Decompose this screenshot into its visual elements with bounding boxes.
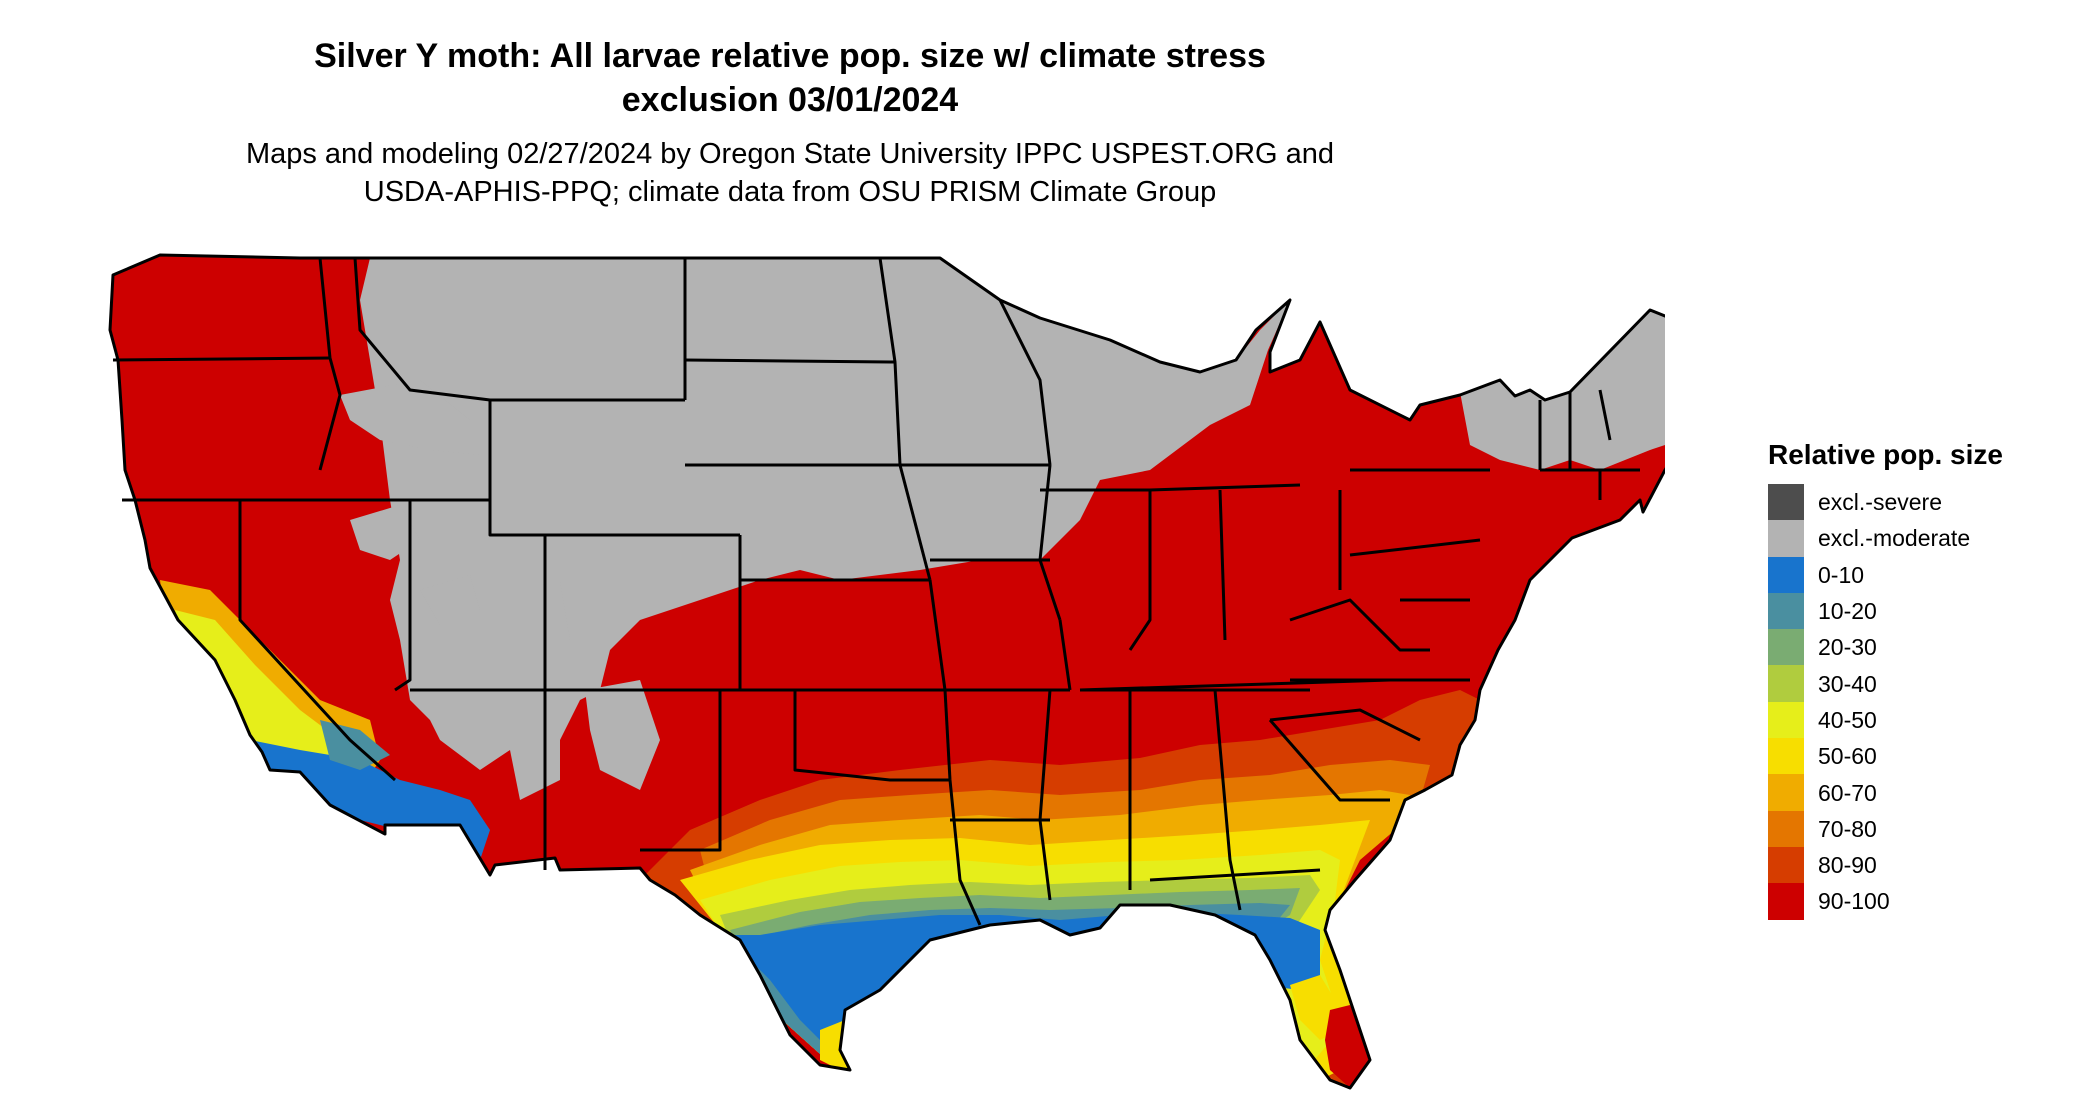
border-tn-ms-al-ga [1079, 678, 1391, 692]
legend-swatch [1768, 883, 1804, 920]
border-in-oh [1218, 489, 1227, 641]
legend-label: excl.-moderate [1818, 525, 1971, 552]
border-nm-tx [640, 690, 722, 852]
legend-items: excl.-severe excl.-moderate 0-10 10-20 20-30… [1768, 484, 2068, 920]
legend-item: 30-40 [1768, 665, 2068, 702]
border-pa-nj-md [1349, 538, 1481, 557]
us-map [95, 238, 1665, 1108]
map-legend: Relative pop. size excl.-severe excl.-mod… [1768, 438, 2068, 920]
border-nh-me [1598, 389, 1612, 441]
legend-swatch [1768, 701, 1804, 739]
legend-label: 30-40 [1818, 670, 1877, 697]
map-title-line-1: Silver Y moth: All larvae relative pop. … [314, 37, 1266, 75]
legend-item: 90-100 [1768, 883, 2068, 920]
border-il-mo [1058, 619, 1072, 691]
border-tx-la [948, 779, 982, 926]
legend-swatch [1768, 520, 1804, 557]
zone-excl-moderate-northeast [1460, 310, 1665, 470]
legend-label: 80-90 [1818, 852, 1877, 879]
legend-swatch [1768, 738, 1804, 775]
zone-excl-moderate-utah [480, 580, 570, 700]
zone-0-10-gulf [650, 912, 1320, 1060]
legend-item: 10-20 [1768, 592, 2068, 630]
border-mn-wi [998, 299, 1052, 466]
state-boundaries [108, 253, 1665, 1090]
legend-label: 50-60 [1818, 743, 1877, 770]
legend-swatch [1768, 484, 1804, 521]
legend-swatch [1768, 665, 1804, 702]
border-ne-ia [898, 464, 932, 581]
legend-swatch [1768, 810, 1804, 847]
legend-item: excl.-severe [1768, 484, 2068, 521]
map-subtitle-line-1: Maps and modeling 02/27/2024 by Oregon S… [245, 138, 1335, 170]
border-nd-mn [878, 257, 902, 466]
border-al-ga [1213, 689, 1242, 911]
legend-swatch [1768, 629, 1804, 666]
legend-item: 20-30 [1768, 629, 2068, 666]
legend-item: 0-10 [1768, 556, 2068, 593]
legend-label: 70-80 [1818, 815, 1877, 842]
legend-label: 60-70 [1818, 779, 1877, 806]
border-ca-nv [238, 500, 396, 782]
zone-40-50-california [175, 610, 350, 780]
map-subtitle-line-2: USDA-APHIS-PPQ; climate data from OSU PR… [363, 176, 1217, 208]
zone-excl-moderate-nevada [350, 505, 480, 625]
border-ok-ar [943, 689, 952, 781]
border-nc-sc [1269, 708, 1421, 742]
border-ks-mo [928, 579, 947, 691]
border-ia-il [1038, 464, 1062, 621]
legend-item: excl.-moderate [1768, 520, 2068, 557]
border-il-in [1128, 490, 1152, 651]
legend-item: 70-80 [1768, 810, 2068, 847]
legend-swatch [1768, 556, 1804, 593]
border-mi-in-oh [1149, 483, 1301, 492]
border-or-id [318, 357, 342, 471]
legend-label: excl.-severe [1818, 489, 1942, 516]
legend-item: 40-50 [1768, 701, 2068, 739]
legend-swatch [1768, 592, 1804, 630]
legend-label: 10-20 [1818, 598, 1877, 625]
legend-item: 80-90 [1768, 846, 2068, 884]
border-wa-or [112, 356, 331, 362]
zone-excl-moderate-oregon [340, 380, 480, 455]
map-color-layers [110, 255, 1665, 1088]
legend-label: 90-100 [1818, 888, 1890, 915]
border-ga-fl [1149, 868, 1321, 882]
legend-label: 20-30 [1818, 634, 1877, 661]
legend-item: 50-60 [1768, 738, 2068, 775]
legend-label: 0-10 [1818, 561, 1865, 588]
border-ga-sc [1268, 719, 1390, 802]
map-title-line-2: exclusion 03/01/2024 [621, 81, 959, 119]
border-ar-ms [1038, 689, 1052, 901]
border-wv-va [1289, 598, 1430, 652]
legend-title: Relative pop. size [1768, 439, 2003, 470]
legend-item: 60-70 [1768, 774, 2068, 811]
border-id-mt [353, 257, 491, 402]
border-ok-tx [793, 690, 950, 782]
legend-swatch [1768, 846, 1804, 884]
zone-50-60-florida [1290, 975, 1340, 1040]
border-nv-ut-az [394, 500, 412, 692]
legend-swatch [1768, 774, 1804, 811]
border-wa-id [318, 257, 332, 359]
zone-excl-moderate-new-mexico [585, 680, 660, 790]
zone-excl-moderate-north [360, 258, 1290, 800]
border-nd-sd [684, 358, 896, 364]
legend-label: 40-50 [1818, 706, 1877, 733]
